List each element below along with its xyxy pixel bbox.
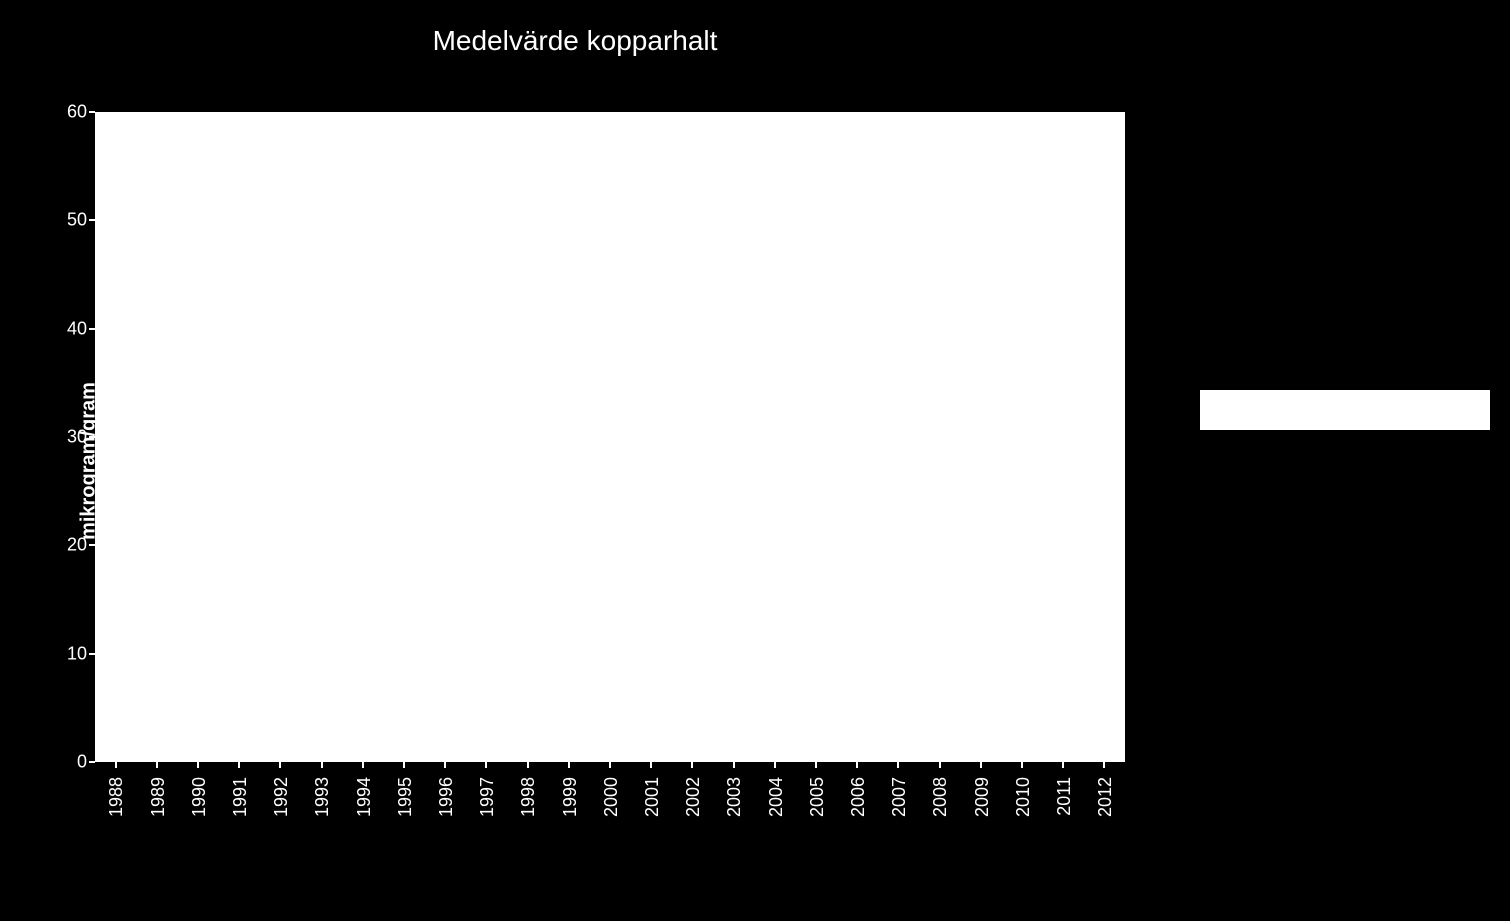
x-tick-label: 2008: [930, 777, 951, 817]
x-axis: 1988 1989 1990 1991 1992 1993 1994 1995 …: [95, 762, 1125, 912]
x-tick-mark: [897, 762, 899, 768]
x-tick-mark: [609, 762, 611, 768]
y-tick-label: 20: [67, 535, 87, 556]
x-tick-label: 2004: [766, 777, 787, 817]
x-tick-mark: [815, 762, 817, 768]
x-tick-mark: [527, 762, 529, 768]
x-tick-mark: [856, 762, 858, 768]
x-tick-mark: [403, 762, 405, 768]
x-tick-mark: [444, 762, 446, 768]
x-tick-label: 1993: [312, 777, 333, 817]
x-tick-mark: [939, 762, 941, 768]
y-axis: 60 50 40 30 20 10 0: [0, 112, 95, 762]
x-tick-label: 2010: [1013, 777, 1034, 817]
x-tick-label: 2000: [601, 777, 622, 817]
x-tick-label: 1991: [230, 777, 251, 817]
y-tick-mark: [89, 328, 95, 330]
x-tick-label: 1990: [189, 777, 210, 817]
x-tick-label: 2001: [642, 777, 663, 817]
x-tick-label: 1994: [354, 777, 375, 817]
y-tick-label: 10: [67, 643, 87, 664]
x-tick-mark: [1103, 762, 1105, 768]
x-tick-mark: [362, 762, 364, 768]
y-tick-mark: [89, 653, 95, 655]
x-tick-label: 2006: [848, 777, 869, 817]
y-tick-label: 0: [77, 752, 87, 773]
x-tick-mark: [691, 762, 693, 768]
x-tick-mark: [1062, 762, 1064, 768]
x-tick-label: 2007: [889, 777, 910, 817]
plot-area: [95, 112, 1125, 762]
y-tick-mark: [89, 436, 95, 438]
y-tick-label: 40: [67, 318, 87, 339]
x-tick-label: 2002: [683, 777, 704, 817]
x-tick-mark: [279, 762, 281, 768]
chart-container: Medelvärde kopparhalt mikrogram/gram 60 …: [0, 0, 1510, 921]
x-tick-mark: [485, 762, 487, 768]
x-tick-label: 1988: [106, 777, 127, 817]
x-tick-label: 1999: [560, 777, 581, 817]
x-tick-label: 1992: [271, 777, 292, 817]
x-tick-mark: [156, 762, 158, 768]
y-tick-label: 60: [67, 102, 87, 123]
x-tick-label: 2011: [1054, 777, 1075, 816]
x-tick-mark: [115, 762, 117, 768]
x-tick-label: 1997: [477, 777, 498, 817]
y-tick-mark: [89, 219, 95, 221]
x-tick-mark: [774, 762, 776, 768]
x-tick-label: 2003: [724, 777, 745, 817]
legend-box: [1200, 390, 1490, 430]
x-tick-mark: [733, 762, 735, 768]
x-tick-mark: [321, 762, 323, 768]
x-tick-mark: [568, 762, 570, 768]
y-tick-mark: [89, 544, 95, 546]
x-tick-mark: [980, 762, 982, 768]
y-tick-mark: [89, 111, 95, 113]
x-tick-label: 2009: [972, 777, 993, 817]
x-tick-mark: [1021, 762, 1023, 768]
x-tick-label: 1995: [395, 777, 416, 817]
y-tick-label: 50: [67, 210, 87, 231]
x-tick-label: 1989: [148, 777, 169, 817]
x-tick-label: 1996: [436, 777, 457, 817]
x-tick-label: 2005: [807, 777, 828, 817]
x-tick-label: 2012: [1095, 777, 1116, 817]
y-tick-label: 30: [67, 427, 87, 448]
x-tick-mark: [197, 762, 199, 768]
chart-title: Medelvärde kopparhalt: [0, 25, 1150, 57]
x-tick-label: 1998: [518, 777, 539, 817]
x-tick-mark: [650, 762, 652, 768]
x-tick-mark: [238, 762, 240, 768]
